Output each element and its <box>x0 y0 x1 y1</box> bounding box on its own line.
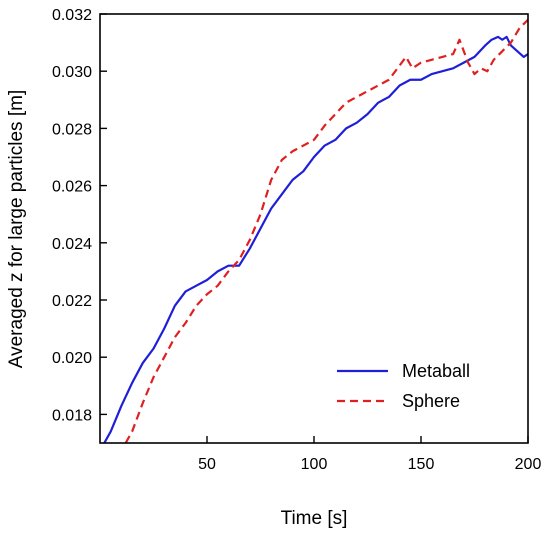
legend: Metaball Sphere <box>337 361 470 411</box>
x-tick-label: 200 <box>515 456 542 473</box>
x-tick-label: 150 <box>408 456 435 473</box>
x-tick-label: 50 <box>198 456 216 473</box>
x-tick-label: 100 <box>301 456 328 473</box>
plot-area <box>103 18 528 443</box>
y-tick-label: 0.018 <box>52 407 92 424</box>
y-tick-label: 0.022 <box>52 293 92 310</box>
legend-label-sphere: Sphere <box>402 391 460 411</box>
y-axis-title: Averaged z for large particles [m] <box>6 90 27 368</box>
legend-label-metaball: Metaball <box>402 361 470 381</box>
series-line-metaball <box>103 35 528 443</box>
y-axis: 0.018 0.020 0.022 0.024 0.026 0.028 0.030 0.032 <box>52 7 107 424</box>
y-tick-label: 0.024 <box>52 236 92 253</box>
series-line-sphere <box>124 18 528 443</box>
y-tick-label: 0.020 <box>52 350 92 367</box>
y-tick-label: 0.032 <box>52 7 92 24</box>
y-tick-label: 0.026 <box>52 179 92 196</box>
y-tick-label: 0.028 <box>52 121 92 138</box>
x-axis-title: Time [s] <box>281 508 348 529</box>
x-axis: 50 100 150 200 <box>198 436 541 473</box>
y-tick-label: 0.030 <box>52 64 92 81</box>
